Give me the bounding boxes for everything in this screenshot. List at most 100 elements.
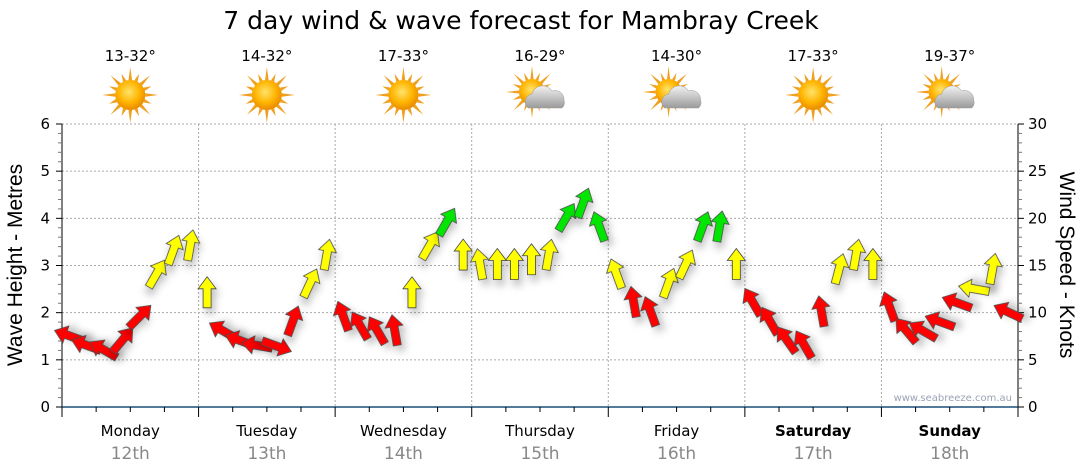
sun-ray — [238, 93, 252, 97]
partly-cloudy-icon — [915, 66, 975, 118]
sun-ray — [418, 93, 432, 97]
sunny-icon — [102, 67, 159, 123]
sun-disc — [388, 80, 419, 110]
wind-arrow — [623, 285, 643, 319]
right-tick-label: 5 — [1028, 351, 1038, 369]
wind-arrow — [811, 295, 831, 328]
axes: 0 1 2 3 4 5 6 0 5 10 15 20 25 30 — [40, 115, 1047, 417]
sun-ray — [412, 104, 424, 115]
day-name: Friday — [654, 422, 700, 440]
sun-ray — [667, 66, 671, 80]
sun-ray — [660, 72, 666, 81]
temperature-range: 16-29° — [514, 47, 565, 65]
sun-ray — [245, 86, 254, 91]
sun-ray — [265, 67, 269, 81]
sun-ray — [143, 99, 152, 104]
right-axis-label: Wind Speed - Knots — [1055, 172, 1078, 359]
sun-ray — [121, 108, 127, 117]
wind-arrow — [469, 248, 490, 281]
sun-ray — [265, 109, 269, 123]
left-tick-label: 3 — [40, 257, 50, 275]
sun-ray — [401, 109, 406, 123]
sun-ray — [922, 83, 931, 89]
wind-arrow — [487, 247, 508, 280]
sun-ray — [134, 108, 140, 117]
sun-ray — [394, 108, 400, 117]
left-tick-label: 1 — [40, 351, 50, 369]
sun-ray — [394, 73, 400, 82]
wind-arrow — [675, 249, 696, 281]
day-date: 17th — [794, 444, 833, 464]
wind-arrow — [606, 258, 626, 290]
right-tick-label: 0 — [1028, 398, 1038, 416]
sun-ray — [817, 73, 822, 82]
cloud — [934, 85, 975, 109]
sun-ray — [121, 73, 127, 82]
cloud — [524, 85, 565, 109]
temperature-range: 17-33° — [788, 47, 839, 65]
wind-arrow — [924, 311, 957, 332]
sun-ray — [247, 75, 258, 86]
wind-arrow — [418, 231, 440, 262]
wind-arrow — [793, 330, 816, 361]
sun-ray — [281, 93, 295, 97]
sun-ray — [110, 104, 122, 115]
wind-arrow — [89, 339, 120, 362]
sun-ray — [109, 99, 118, 104]
wind-arrow — [283, 305, 304, 338]
sun-ray — [109, 86, 118, 91]
sun-ray — [923, 100, 934, 111]
wind-arrow — [879, 291, 900, 323]
temperature-range: 14-30° — [651, 47, 702, 65]
sun-ray — [649, 83, 658, 89]
left-tick-label: 0 — [40, 398, 50, 416]
sun-ray — [512, 83, 521, 89]
wind-arrow — [554, 203, 577, 234]
sun-ray — [650, 73, 661, 84]
sun-ray — [134, 73, 140, 82]
wind-arrow — [504, 247, 525, 280]
sunny-icon — [238, 67, 295, 123]
sun-ray — [804, 73, 810, 82]
day-date: 12th — [111, 444, 150, 464]
wind-arrow — [693, 211, 713, 243]
sun-ray — [382, 86, 391, 91]
left-tick-label: 6 — [40, 115, 50, 133]
wind-arrow — [895, 317, 920, 346]
day-date: 13th — [247, 444, 286, 464]
wind-arrow — [710, 210, 730, 243]
sun-ray — [279, 86, 289, 91]
sun-ray — [793, 75, 804, 86]
wind-arrow — [573, 187, 594, 220]
sun-ray — [279, 99, 289, 104]
sun-ray — [512, 95, 521, 101]
chart-title: 7 day wind & wave forecast for Mambray C… — [223, 6, 819, 35]
wind-arrow — [658, 267, 679, 300]
sun-ray — [945, 72, 950, 81]
sun-ray — [245, 99, 254, 104]
sun-ray — [923, 73, 934, 84]
partly-cloudy-icon — [506, 66, 565, 118]
right-tick-label: 15 — [1028, 257, 1047, 275]
sun-ray — [258, 73, 263, 82]
sun-ray — [822, 104, 833, 115]
wind-arrow — [299, 268, 321, 300]
grid — [62, 123, 1018, 407]
sun-ray — [416, 99, 425, 104]
temperature-range: 17-33° — [378, 47, 429, 65]
day-date: 15th — [520, 444, 559, 464]
wind-arrow — [109, 327, 134, 355]
sun-ray — [804, 108, 810, 117]
wind-arrow — [726, 247, 747, 280]
day-name: Monday — [101, 422, 160, 440]
sun-ray — [523, 72, 529, 81]
sun-ray — [412, 75, 424, 86]
sun-ray — [642, 90, 656, 94]
sun-ray — [276, 104, 287, 115]
sun-disc — [251, 80, 282, 110]
sun-ray — [258, 108, 263, 117]
temperature-range: 14-32° — [241, 47, 292, 65]
sun-ray — [811, 109, 815, 123]
wind-arrow — [846, 238, 867, 272]
